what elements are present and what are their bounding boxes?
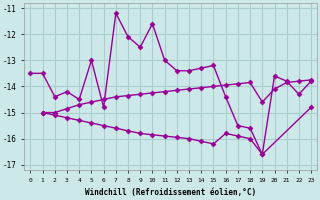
X-axis label: Windchill (Refroidissement éolien,°C): Windchill (Refroidissement éolien,°C) (85, 188, 256, 197)
